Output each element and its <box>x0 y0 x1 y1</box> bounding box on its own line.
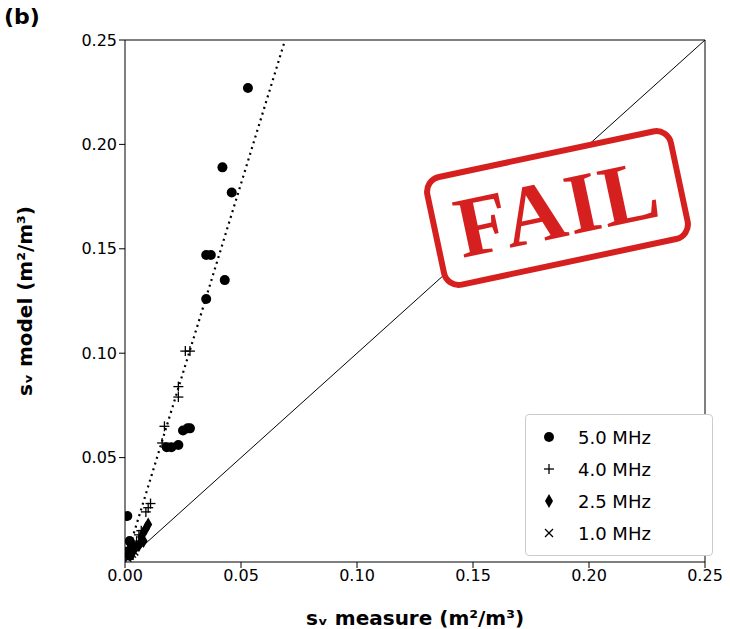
svg-text:0.05: 0.05 <box>81 448 117 467</box>
svg-text:0.20: 0.20 <box>81 135 117 154</box>
svg-text:0.05: 0.05 <box>223 566 259 585</box>
html-text:5.0 MHz: 5.0 MHz <box>578 426 651 448</box>
html-text:1.0 MHz: 1.0 MHz <box>578 522 651 544</box>
svg-text:sᵥ measure (m²/m³): sᵥ measure (m²/m³) <box>306 606 524 629</box>
html-text:FAIL: FAIL <box>446 139 669 277</box>
svg-text:0.15: 0.15 <box>81 239 117 258</box>
svg-text:sᵥ model (m²/m³): sᵥ model (m²/m³) <box>13 206 37 396</box>
svg-text:0.15: 0.15 <box>455 566 491 585</box>
html-text:4.0 MHz: 4.0 MHz <box>578 458 651 480</box>
svg-text:0.10: 0.10 <box>339 566 375 585</box>
svg-text:0.20: 0.20 <box>571 566 607 585</box>
svg-text:0.00: 0.00 <box>107 566 143 585</box>
svg-text:0.25: 0.25 <box>81 31 117 50</box>
svg-text:0.25: 0.25 <box>687 566 723 585</box>
html-text:(b): (b) <box>4 4 40 29</box>
html-text:2.5 MHz: 2.5 MHz <box>578 490 651 512</box>
svg-text:0.10: 0.10 <box>81 344 117 363</box>
